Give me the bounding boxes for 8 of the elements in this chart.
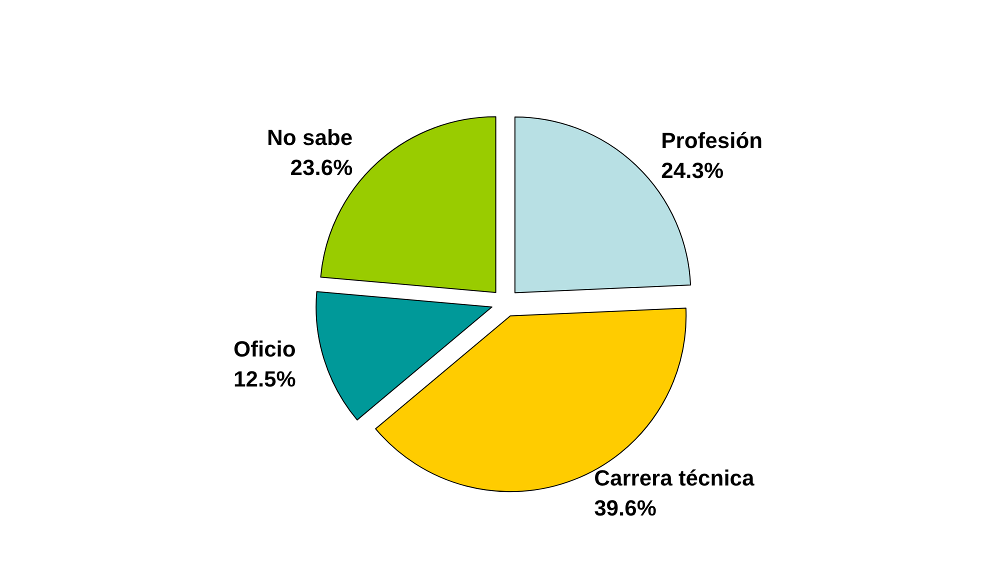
- slice-label: No sabe: [267, 125, 353, 150]
- data-label: 23.6%: [290, 155, 353, 180]
- slice-label: Oficio: [234, 336, 296, 362]
- slice-label: Profesión: [661, 128, 763, 154]
- data-label: 12.5%: [233, 366, 296, 392]
- data-label: 24.3%: [661, 158, 724, 184]
- data-label: 39.6%: [594, 495, 656, 520]
- slice-label: Carrera técnica: [594, 465, 756, 490]
